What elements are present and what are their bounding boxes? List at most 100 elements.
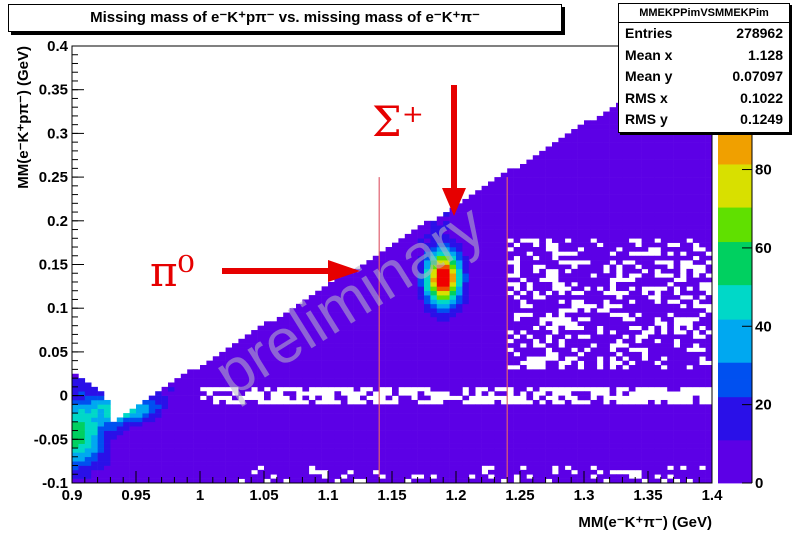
heatmap-cell <box>366 369 374 375</box>
heatmap-cell <box>244 430 252 436</box>
heatmap-cell <box>571 238 578 243</box>
heatmap-cell <box>436 452 444 458</box>
heatmap-cell <box>424 365 431 370</box>
heatmap-cell <box>520 369 527 375</box>
heatmap-cell <box>372 303 380 309</box>
heatmap-cell <box>488 434 495 440</box>
heatmap-cell <box>193 417 201 423</box>
heatmap-cell <box>372 312 380 318</box>
heatmap-cell <box>564 295 572 300</box>
heatmap-cell <box>500 321 508 326</box>
heatmap-cell <box>436 238 444 243</box>
heatmap-cell <box>513 369 521 375</box>
heatmap-cell <box>571 137 578 143</box>
heatmap-cell <box>206 452 214 458</box>
heatmap-cell <box>539 247 546 252</box>
heatmap-cell <box>436 242 444 248</box>
heatmap-cell <box>187 395 194 401</box>
heatmap-cell <box>558 448 566 453</box>
heatmap-cell <box>257 413 265 418</box>
heatmap-cell <box>315 434 322 440</box>
heatmap-cell <box>398 369 406 375</box>
heatmap-cell <box>609 242 617 248</box>
heatmap-cell <box>219 356 226 361</box>
heatmap-cell <box>680 212 687 217</box>
heatmap-cell <box>200 456 207 462</box>
heatmap-cell <box>136 474 143 479</box>
heatmap-cell <box>648 338 655 344</box>
heatmap-cell <box>155 456 162 462</box>
heatmap-cell <box>705 465 713 471</box>
heatmap-cell <box>603 360 610 366</box>
heatmap-cell <box>590 155 598 160</box>
heatmap-cell <box>212 456 220 462</box>
heatmap-cell <box>660 421 668 427</box>
heatmap-cell <box>584 198 591 204</box>
heatmap-cell <box>366 277 374 283</box>
heatmap-cell <box>571 163 578 169</box>
heatmap-cell <box>577 146 585 152</box>
heatmap-cell <box>577 172 585 178</box>
heatmap-cell <box>507 434 514 440</box>
heatmap-cell <box>584 461 591 466</box>
heatmap-cell <box>366 273 374 278</box>
heatmap-cell <box>481 421 489 427</box>
heatmap-cell <box>251 408 258 414</box>
heatmap-cell <box>603 129 610 134</box>
heatmap-cell <box>603 247 610 252</box>
heatmap-cell <box>584 172 591 178</box>
heatmap-cell <box>193 386 201 392</box>
heatmap-cell <box>372 386 380 392</box>
heatmap-cell <box>654 426 662 431</box>
heatmap-cell <box>673 273 681 278</box>
heatmap-cell <box>417 469 425 475</box>
heatmap-cell <box>347 456 354 462</box>
heatmap-cell <box>641 142 649 147</box>
heatmap-cell <box>500 373 508 379</box>
heatmap-cell <box>353 281 361 287</box>
heatmap-cell <box>488 216 495 222</box>
heatmap-cell <box>411 290 418 296</box>
heatmap-cell <box>264 356 271 361</box>
heatmap-cell <box>648 312 655 318</box>
heatmap-cell <box>168 399 175 405</box>
heatmap-cell <box>699 150 706 156</box>
heatmap-cell <box>308 299 316 305</box>
heatmap-cell <box>513 233 521 239</box>
heatmap-cell <box>347 281 354 287</box>
heatmap-cell <box>174 439 182 444</box>
heatmap-cell <box>584 238 591 243</box>
heatmap-cell <box>97 404 105 410</box>
heatmap-cell <box>481 277 489 283</box>
heatmap-cell <box>705 369 713 375</box>
heatmap-cell <box>462 417 470 423</box>
heatmap-cell <box>609 439 617 444</box>
heatmap-cell <box>417 316 425 322</box>
heatmap-cell <box>488 233 495 239</box>
heatmap-cell <box>596 338 604 344</box>
heatmap-cell <box>500 316 508 322</box>
heatmap-cell <box>692 395 700 401</box>
heatmap-cell <box>212 413 220 418</box>
heatmap-cell <box>692 474 700 479</box>
heatmap-cell <box>513 303 521 309</box>
heatmap-cell <box>97 461 105 466</box>
heatmap-cell <box>488 220 495 226</box>
heatmap-cell <box>686 133 694 139</box>
heatmap-cell <box>552 194 559 200</box>
heatmap-cell <box>577 378 585 383</box>
heatmap-cell <box>366 347 374 353</box>
heatmap-cell <box>148 417 156 423</box>
heatmap-cell <box>590 181 598 187</box>
heatmap-cell <box>507 373 514 379</box>
heatmap-cell <box>692 456 700 462</box>
heatmap-cell <box>136 456 143 462</box>
heatmap-cell <box>110 478 118 484</box>
heatmap-cell <box>238 386 246 392</box>
heatmap-cell <box>110 434 118 440</box>
heatmap-cell <box>456 417 463 423</box>
heatmap-cell <box>302 404 310 410</box>
heatmap-cell <box>564 303 572 309</box>
heatmap-cell <box>558 255 566 261</box>
heatmap-cell <box>366 286 374 292</box>
